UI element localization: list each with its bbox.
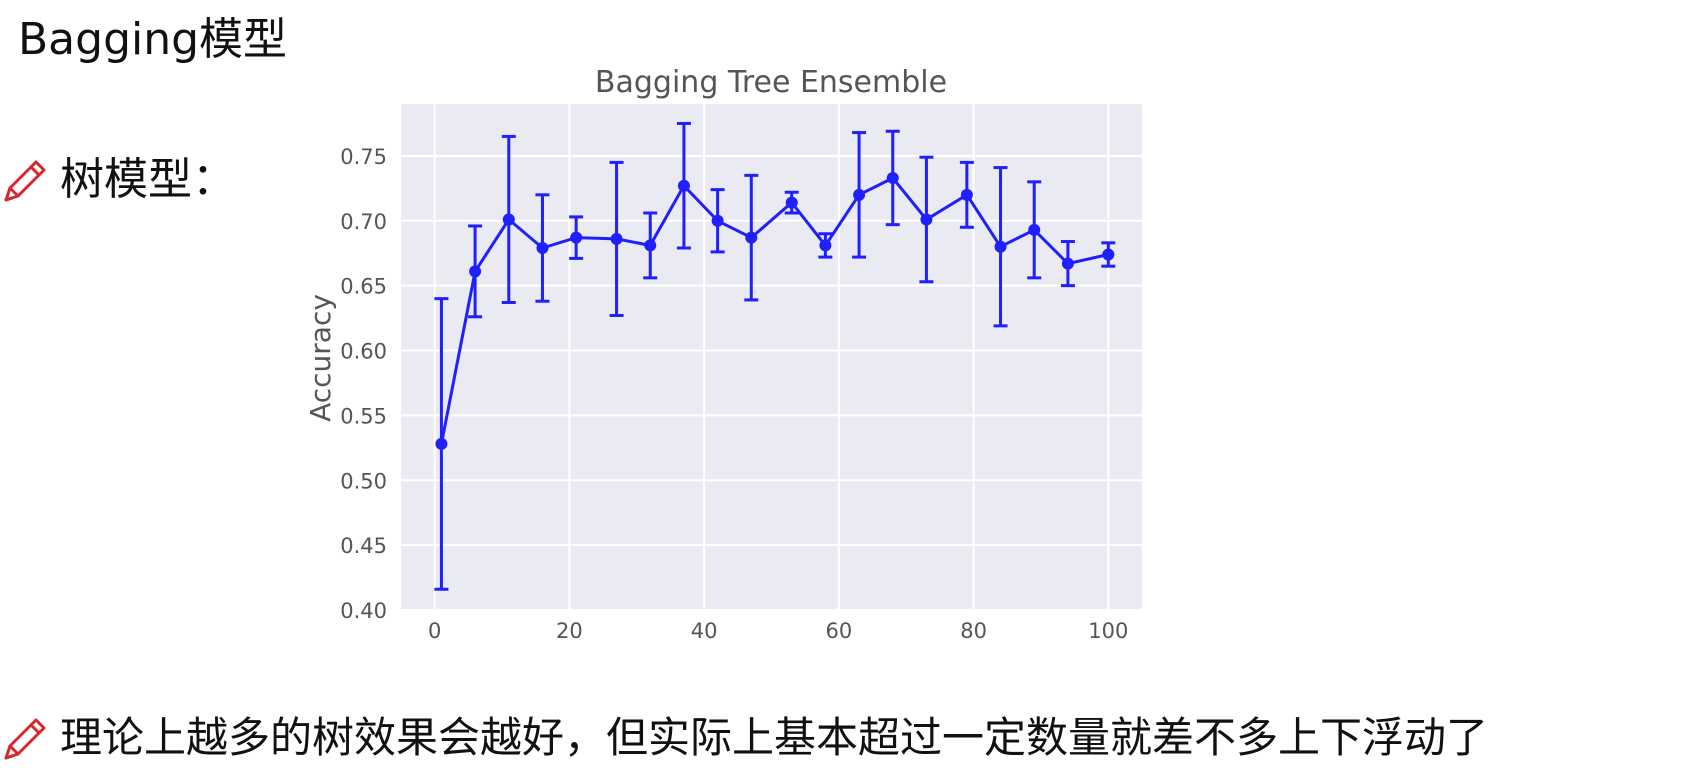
plot-area bbox=[401, 104, 1142, 610]
data-point bbox=[644, 239, 657, 252]
x-tick-label: 0 bbox=[428, 619, 441, 643]
chart-title: Bagging Tree Ensemble bbox=[595, 65, 947, 100]
y-tick-label: 0.50 bbox=[340, 469, 387, 493]
y-tick-label: 0.45 bbox=[340, 534, 387, 558]
data-point bbox=[1061, 257, 1074, 270]
x-tick-label: 80 bbox=[960, 619, 987, 643]
data-point bbox=[853, 188, 866, 201]
data-point bbox=[1028, 223, 1041, 236]
x-tick-label: 40 bbox=[691, 619, 718, 643]
y-tick-label: 0.40 bbox=[340, 599, 387, 623]
pencil-icon bbox=[4, 718, 46, 760]
data-point bbox=[536, 242, 549, 255]
y-tick-label: 0.60 bbox=[340, 340, 387, 364]
axis-ticks: 0.40 0.45 0.50 0.55 0.60 0.65 0.70 0.75 0 20 40 60 8… bbox=[340, 145, 1128, 643]
y-tick-label: 0.65 bbox=[340, 275, 387, 299]
data-point bbox=[469, 265, 482, 278]
data-point bbox=[677, 179, 690, 192]
y-tick-label: 0.55 bbox=[340, 404, 387, 428]
data-point bbox=[570, 231, 583, 244]
data-point bbox=[745, 231, 758, 244]
bullet-tree-model: 树模型： bbox=[0, 152, 236, 208]
x-tick-label: 60 bbox=[825, 619, 852, 643]
data-point bbox=[886, 171, 899, 184]
y-axis-label: Accuracy bbox=[304, 294, 337, 422]
data-point bbox=[819, 239, 832, 252]
y-tick-label: 0.75 bbox=[340, 145, 387, 169]
slide-title: Bagging模型 bbox=[18, 14, 288, 65]
accuracy-series bbox=[434, 121, 1116, 591]
data-point bbox=[711, 214, 724, 227]
bullet-tree-model-label: 树模型： bbox=[60, 154, 236, 205]
x-tick-label: 100 bbox=[1088, 619, 1128, 643]
pencil-icon bbox=[4, 160, 46, 202]
data-point bbox=[920, 213, 933, 226]
data-point bbox=[610, 232, 623, 245]
data-point bbox=[960, 188, 973, 201]
data-point bbox=[994, 240, 1007, 253]
y-tick-label: 0.70 bbox=[340, 210, 387, 234]
data-point bbox=[502, 213, 515, 226]
data-point bbox=[435, 437, 448, 450]
x-tick-label: 20 bbox=[556, 619, 583, 643]
grid-lines bbox=[401, 104, 1142, 611]
data-point bbox=[785, 196, 798, 209]
data-point bbox=[1102, 248, 1115, 261]
bullet-conclusion: 理论上越多的树效果会越好，但实际上基本超过一定数量就差不多上下浮动了 bbox=[0, 710, 1488, 766]
bullet-conclusion-text: 理论上越多的树效果会越好，但实际上基本超过一定数量就差不多上下浮动了 bbox=[60, 713, 1489, 762]
